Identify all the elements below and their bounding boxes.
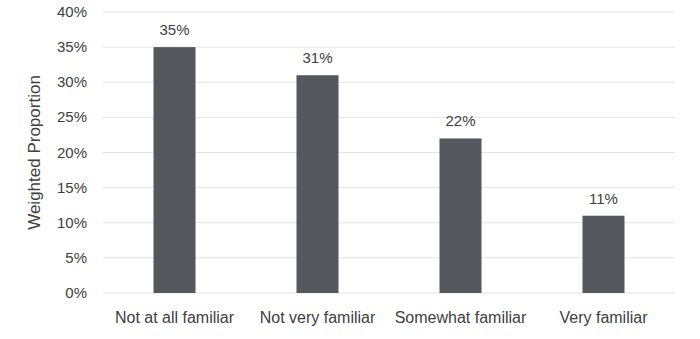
data-label: 31% xyxy=(302,49,332,66)
x-tick-label: Not at all familiar xyxy=(115,309,235,326)
chart-container: 0% 5% 10% 15% 20% 25% 30% 35% 40% 35% 31% 22% 11% Not… xyxy=(0,0,700,339)
data-label: 35% xyxy=(159,21,189,38)
x-tick-label: Not very familiar xyxy=(260,309,376,326)
y-tick-label: 30% xyxy=(57,73,87,90)
y-tick-label: 5% xyxy=(65,249,87,266)
data-label: 11% xyxy=(589,190,618,207)
data-label: 22% xyxy=(445,112,475,129)
y-tick-label: 25% xyxy=(57,108,87,125)
y-tick-label: 15% xyxy=(57,179,87,196)
bar xyxy=(440,138,482,293)
y-tick-label: 10% xyxy=(57,214,87,231)
y-tick-label: 35% xyxy=(57,38,87,55)
bar xyxy=(154,47,196,293)
y-axis-label: Weighted Proportion xyxy=(25,75,44,230)
grid xyxy=(103,12,675,293)
chart-svg: 0% 5% 10% 15% 20% 25% 30% 35% 40% 35% 31% 22% 11% Not… xyxy=(0,0,700,339)
y-tick-label: 40% xyxy=(57,3,87,20)
y-tick-label: 0% xyxy=(65,284,87,301)
grid-line xyxy=(103,12,675,13)
x-tick-label: Somewhat familiar xyxy=(395,309,527,326)
bar xyxy=(583,216,625,293)
bars xyxy=(154,47,625,293)
bar xyxy=(297,75,339,293)
x-tick-label: Very familiar xyxy=(559,309,648,326)
y-tick-label: 20% xyxy=(57,144,87,161)
